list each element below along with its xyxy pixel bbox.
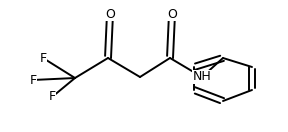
Text: F: F (48, 91, 56, 103)
Text: O: O (105, 8, 115, 20)
Text: O: O (167, 8, 177, 20)
Text: F: F (39, 51, 47, 65)
Text: F: F (29, 74, 37, 86)
Text: NH: NH (193, 70, 211, 84)
